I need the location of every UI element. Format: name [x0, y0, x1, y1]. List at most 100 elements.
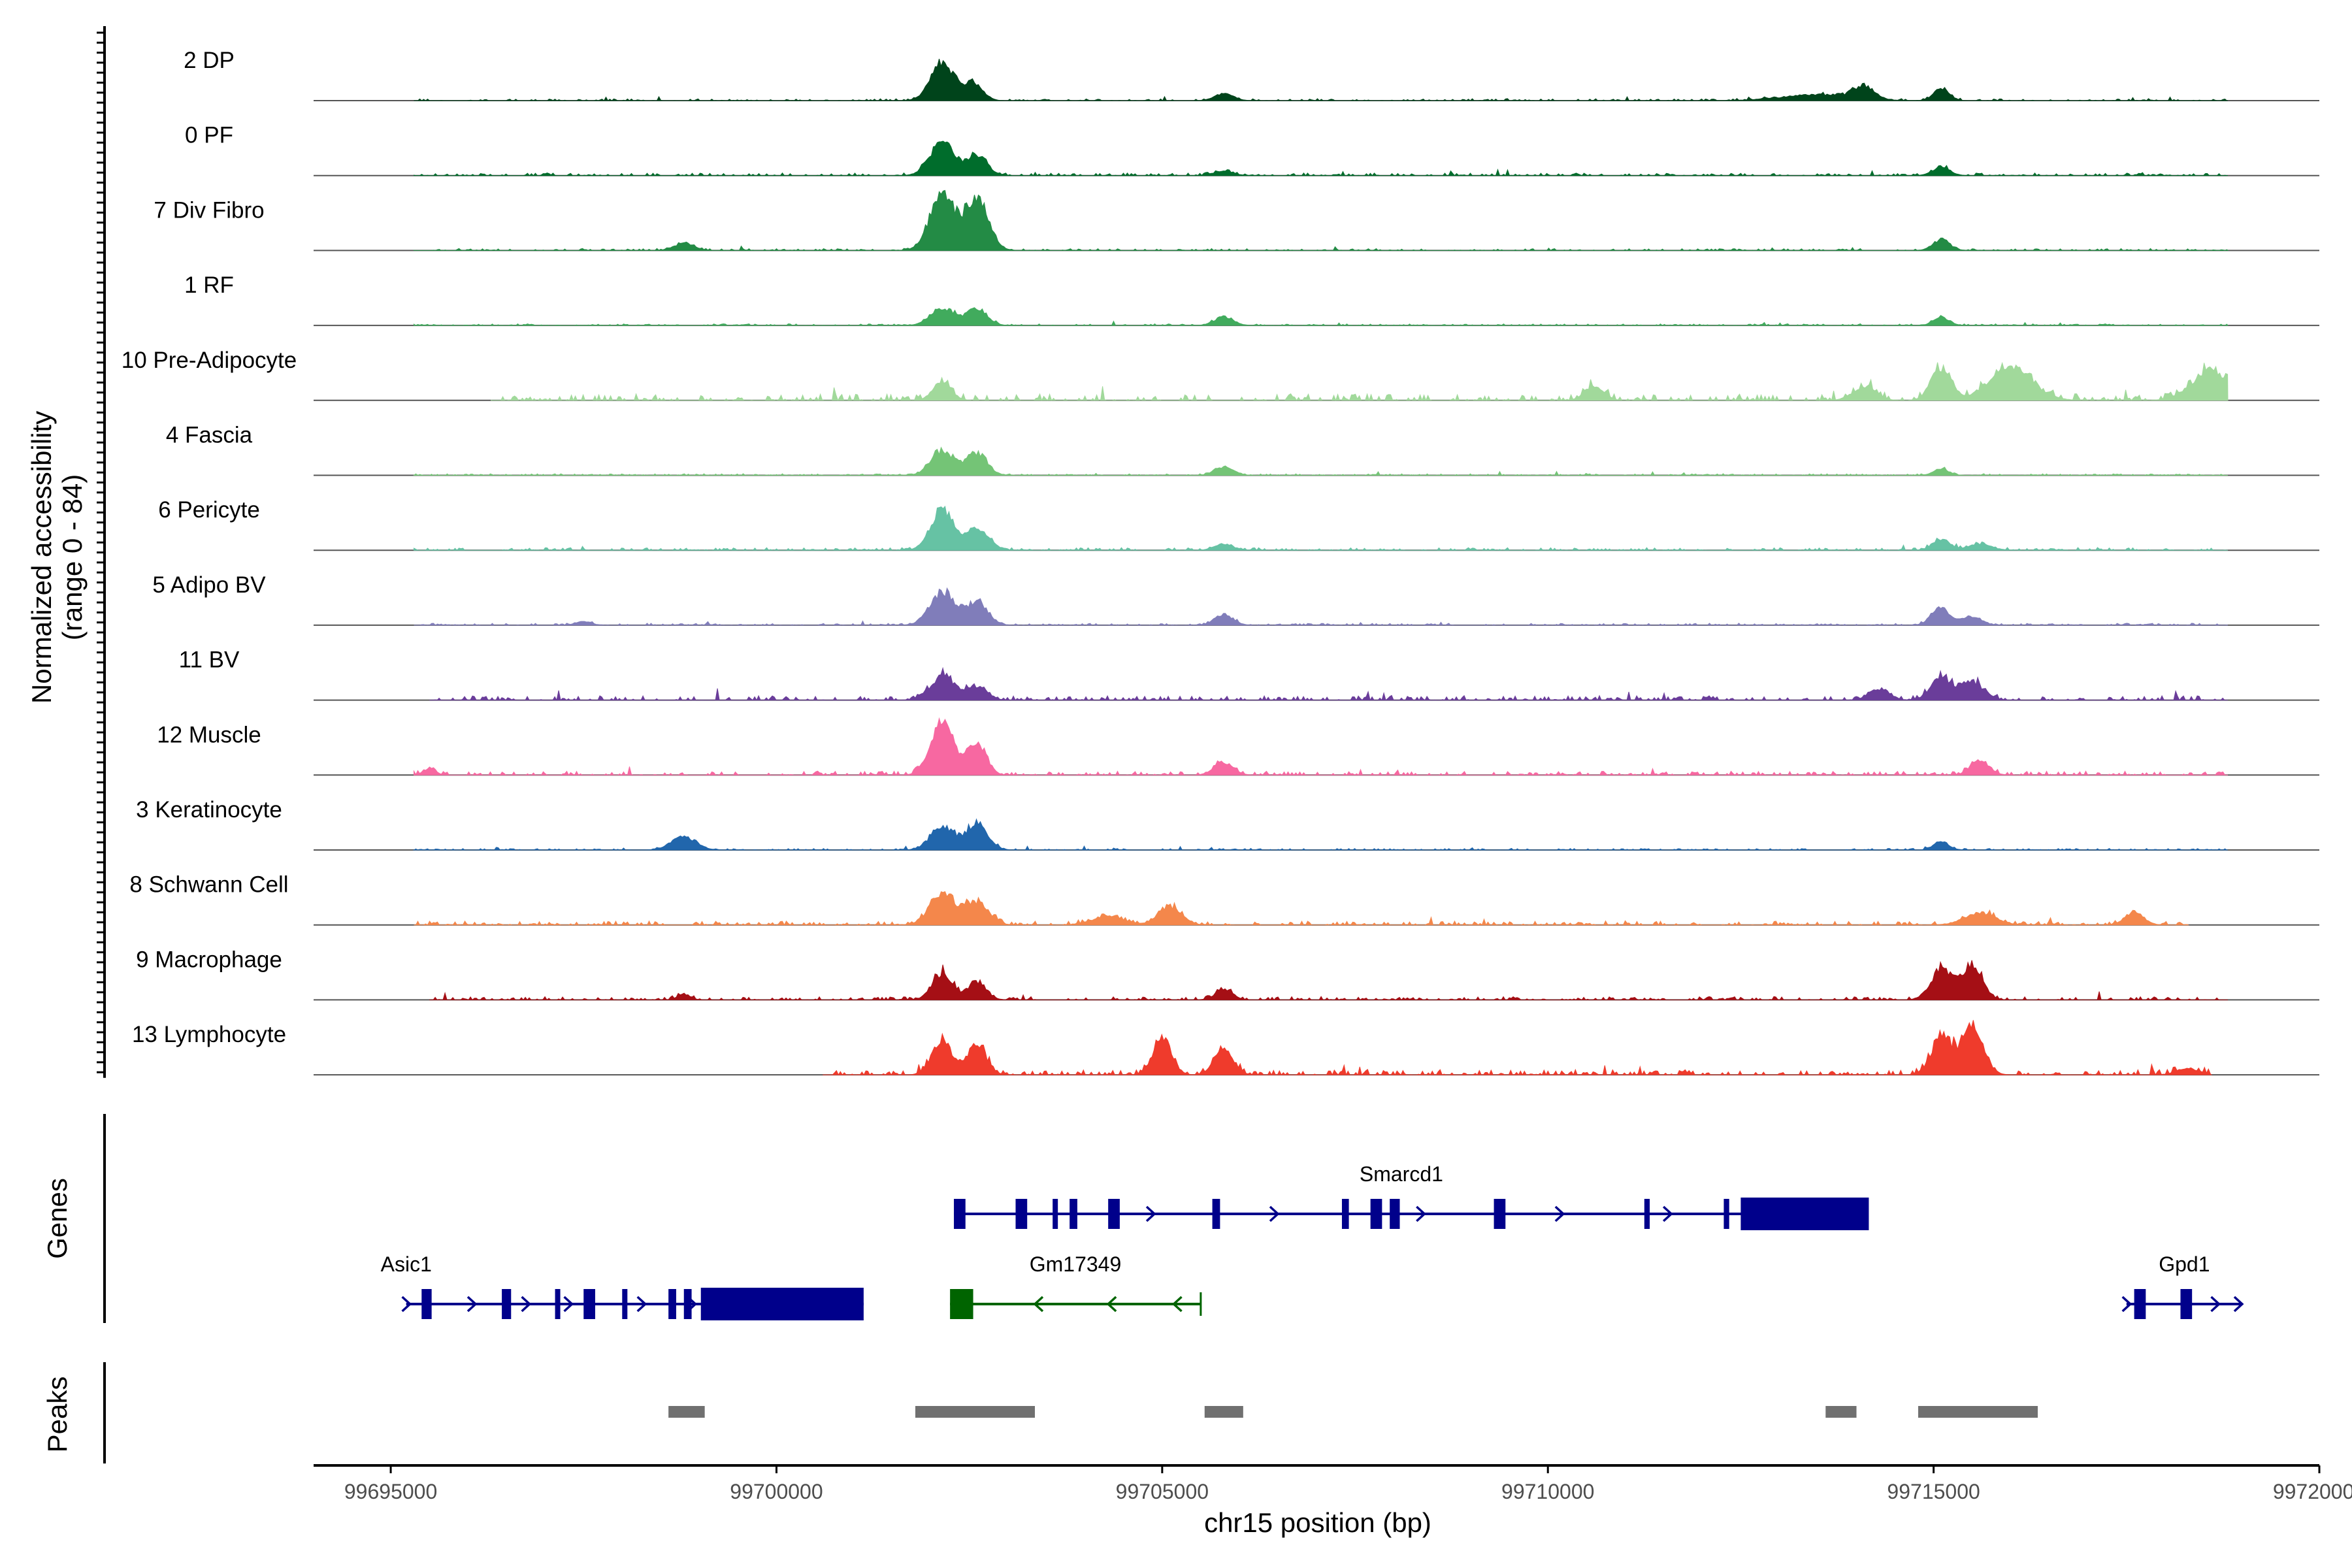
gene-exon	[1390, 1199, 1400, 1229]
track-7-div-fibro: 7 Div Fibro	[154, 189, 2319, 252]
gene-exon	[1212, 1199, 1220, 1229]
peaks-track	[103, 1362, 2038, 1463]
track-label: 0 PF	[185, 123, 233, 148]
gene-exon	[1644, 1199, 1650, 1229]
gene-exon	[1740, 1198, 1869, 1230]
track-9-macrophage: 9 Macrophage	[136, 947, 2319, 1001]
y-axis-title-line1: Normalized accessibility	[26, 411, 57, 704]
gene-name: Smarcd1	[1360, 1162, 1443, 1186]
peak-region	[668, 1406, 705, 1418]
track-label: 1 RF	[184, 272, 234, 298]
strand-arrow	[636, 1296, 647, 1313]
x-tick-label: 99700000	[730, 1480, 823, 1503]
gene-exon	[555, 1289, 561, 1319]
gene-exon	[1494, 1199, 1506, 1229]
strand-arrow	[1554, 1205, 1565, 1222]
coverage-area	[414, 890, 2190, 926]
coverage-area	[414, 189, 2229, 252]
gene-exon	[2180, 1289, 2193, 1319]
x-tick-label: 99720000	[2273, 1480, 2352, 1503]
x-tick-label: 99705000	[1116, 1480, 1209, 1503]
track-label: 3 Keratinocyte	[136, 797, 282, 823]
strand-arrow	[563, 1296, 574, 1313]
coverage-area	[413, 446, 2228, 476]
gene-gpd1: Gpd1	[2121, 1252, 2244, 1319]
x-tick-label: 99695000	[344, 1480, 437, 1503]
gene-exon	[421, 1289, 432, 1319]
strand-arrow	[1662, 1205, 1673, 1222]
gene-exon	[2134, 1289, 2146, 1319]
gene-exon	[950, 1289, 973, 1319]
gene-exon	[502, 1289, 512, 1319]
strand-arrow	[2121, 1296, 2132, 1313]
y-axis-ticks	[97, 26, 106, 1078]
coverage-area	[414, 140, 2228, 176]
peak-region	[1204, 1406, 1243, 1418]
x-axis: 99695000 99700000 99705000 99710000 99715000…	[314, 1464, 2352, 1503]
track-label: 5 Adipo BV	[152, 572, 266, 598]
track-label: 7 Div Fibro	[154, 197, 264, 223]
x-axis-title: chr15 position (bp)	[1204, 1507, 1431, 1538]
coverage-area	[429, 960, 2228, 1001]
track-12-muscle: 12 Muscle	[157, 717, 2319, 776]
track-13-lymphocyte: 13 Lymphocyte	[132, 1020, 2319, 1076]
gene-exon	[622, 1289, 628, 1319]
gene-name: Gm17349	[1030, 1252, 1122, 1276]
coverage-tracks: 2 DP 0 PF 7 Div Fibro 1 RF 10 Pre-Adipocyte 4…	[122, 48, 2319, 1076]
strand-arrow	[1171, 1296, 1183, 1313]
track-label: 11 BV	[179, 647, 240, 673]
strand-arrow	[2210, 1296, 2221, 1313]
gene-exon	[583, 1289, 595, 1319]
coverage-area	[414, 587, 2229, 626]
x-tick-label: 99710000	[1501, 1480, 1594, 1503]
coverage-area	[429, 666, 2228, 701]
coverage-area	[491, 361, 2229, 402]
strand-arrow	[1416, 1205, 1426, 1222]
peak-region	[1918, 1406, 2038, 1418]
strand-arrow	[521, 1296, 532, 1313]
genes-track-label: Genes	[42, 1178, 73, 1259]
track-label: 8 Schwann Cell	[129, 872, 288, 898]
strand-arrow	[687, 1296, 698, 1313]
track-3-keratinocyte: 3 Keratinocyte	[136, 797, 2319, 851]
coverage-area	[414, 58, 2228, 101]
strand-arrow	[401, 1296, 412, 1313]
strand-arrow	[466, 1296, 478, 1313]
track-label: 13 Lymphocyte	[132, 1022, 286, 1047]
gene-exon	[668, 1289, 676, 1319]
gene-exon	[1723, 1199, 1729, 1229]
gene-smarcd1: Smarcd1	[954, 1162, 1869, 1230]
track-8-schwann-cell: 8 Schwann Cell	[129, 872, 2319, 926]
genes-track: Smarcd1 Asic1 Gm17349 Gpd1	[103, 1114, 2244, 1323]
y-axis-title-line2: (range 0 - 84)	[57, 474, 88, 640]
gene-asic1: Asic1	[381, 1252, 864, 1320]
track-5-adipo-bv: 5 Adipo BV	[152, 572, 2319, 626]
track-label: 9 Macrophage	[136, 947, 282, 972]
peaks-track-label: Peaks	[42, 1377, 73, 1453]
gene-name: Asic1	[381, 1252, 432, 1276]
gene-exon	[1015, 1199, 1028, 1229]
track-11-bv: 11 BV	[179, 647, 2319, 701]
track-label: 10 Pre-Adipocyte	[122, 348, 297, 373]
gene-exon	[1070, 1199, 1077, 1229]
strand-arrow	[1106, 1296, 1117, 1313]
gene-exon	[954, 1199, 966, 1229]
coverage-area	[823, 1020, 2212, 1076]
coverage-area	[412, 818, 2228, 851]
gene-name: Gpd1	[2159, 1252, 2210, 1276]
coverage-area	[414, 717, 2228, 776]
track-label: 12 Muscle	[157, 722, 261, 747]
peak-region	[1825, 1406, 1857, 1418]
gene-exon	[1370, 1199, 1382, 1229]
track-6-pericyte: 6 Pericyte	[158, 497, 2319, 551]
track-4-fascia: 4 Fascia	[166, 423, 2319, 476]
strand-arrow	[2233, 1296, 2244, 1313]
coverage-area	[414, 307, 2229, 326]
track-0-pf: 0 PF	[185, 123, 2319, 176]
strand-arrow	[1033, 1296, 1044, 1313]
track-label: 2 DP	[184, 48, 235, 73]
gene-exon	[683, 1289, 692, 1319]
gene-exon	[1108, 1199, 1120, 1229]
